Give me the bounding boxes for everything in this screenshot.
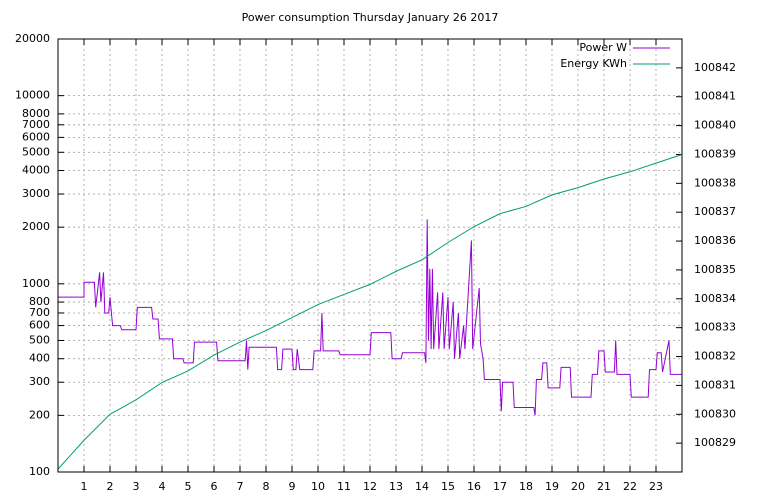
y-tick-label: 800 [29, 295, 50, 308]
x-tick-label: 8 [263, 480, 270, 493]
y2-tick-label: 100830 [694, 407, 736, 420]
chart-title: Power consumption Thursday January 26 20… [242, 11, 499, 24]
x-tick-label: 17 [493, 480, 507, 493]
x-tick-label: 18 [519, 480, 533, 493]
y-tick-label: 10000 [15, 89, 50, 102]
x-tick-label: 20 [571, 480, 585, 493]
x-tick-label: 1 [81, 480, 88, 493]
y2-tick-label: 100835 [694, 263, 736, 276]
y-tick-label: 700 [29, 306, 50, 319]
y-tick-label: 1000 [22, 277, 50, 290]
x-tick-label: 22 [623, 480, 637, 493]
y-tick-label: 200 [29, 408, 50, 421]
y2-tick-label: 100831 [694, 378, 736, 391]
series-line [58, 219, 682, 416]
x-tick-label: 7 [237, 480, 244, 493]
y-tick-label: 400 [29, 352, 50, 365]
series-line [57, 153, 683, 470]
x-tick-label: 6 [211, 480, 218, 493]
x-tick-label: 11 [337, 480, 351, 493]
x-tick-label: 4 [159, 480, 166, 493]
x-tick-label: 16 [467, 480, 481, 493]
y-tick-label: 2000 [22, 220, 50, 233]
plot-frame [57, 38, 683, 473]
legend-label: Energy KWh [560, 57, 627, 70]
x-tick-label: 14 [415, 480, 429, 493]
y-tick-label: 5000 [22, 145, 50, 158]
y-tick-label: 7000 [22, 118, 50, 131]
y2-tick-label: 100838 [694, 176, 736, 189]
y2-tick-label: 100839 [694, 147, 736, 160]
x-tick-label: 19 [545, 480, 559, 493]
y2-tick-label: 100842 [694, 61, 736, 74]
y-tick-label: 4000 [22, 164, 50, 177]
y-tick-label: 20000 [15, 32, 50, 45]
y2-tick-label: 100836 [694, 234, 736, 247]
x-tick-label: 13 [389, 480, 403, 493]
x-tick-label: 3 [133, 480, 140, 493]
x-tick-label: 2 [107, 480, 114, 493]
y2-tick-label: 100833 [694, 321, 736, 334]
y2-tick-label: 100841 [694, 90, 736, 103]
y2-tick-label: 100832 [694, 350, 736, 363]
y-tick-label: 6000 [22, 130, 50, 143]
x-tick-label: 21 [597, 480, 611, 493]
y2-tick-label: 100837 [694, 205, 736, 218]
x-tick-label: 5 [185, 480, 192, 493]
x-tick-label: 10 [311, 480, 325, 493]
x-tick-label: 9 [289, 480, 296, 493]
y-tick-label: 8000 [22, 107, 50, 120]
y-tick-label: 3000 [22, 187, 50, 200]
y2-tick-label: 100829 [694, 436, 736, 449]
y-tick-label: 100 [29, 465, 50, 478]
x-tick-label: 15 [441, 480, 455, 493]
y-tick-label: 300 [29, 375, 50, 388]
y-tick-label: 500 [29, 333, 50, 346]
legend-label: Power W [579, 41, 627, 54]
y2-tick-label: 100834 [694, 292, 736, 305]
x-tick-label: 12 [363, 480, 377, 493]
y2-tick-label: 100840 [694, 119, 736, 132]
y-tick-label: 600 [29, 319, 50, 332]
x-tick-label: 23 [649, 480, 663, 493]
